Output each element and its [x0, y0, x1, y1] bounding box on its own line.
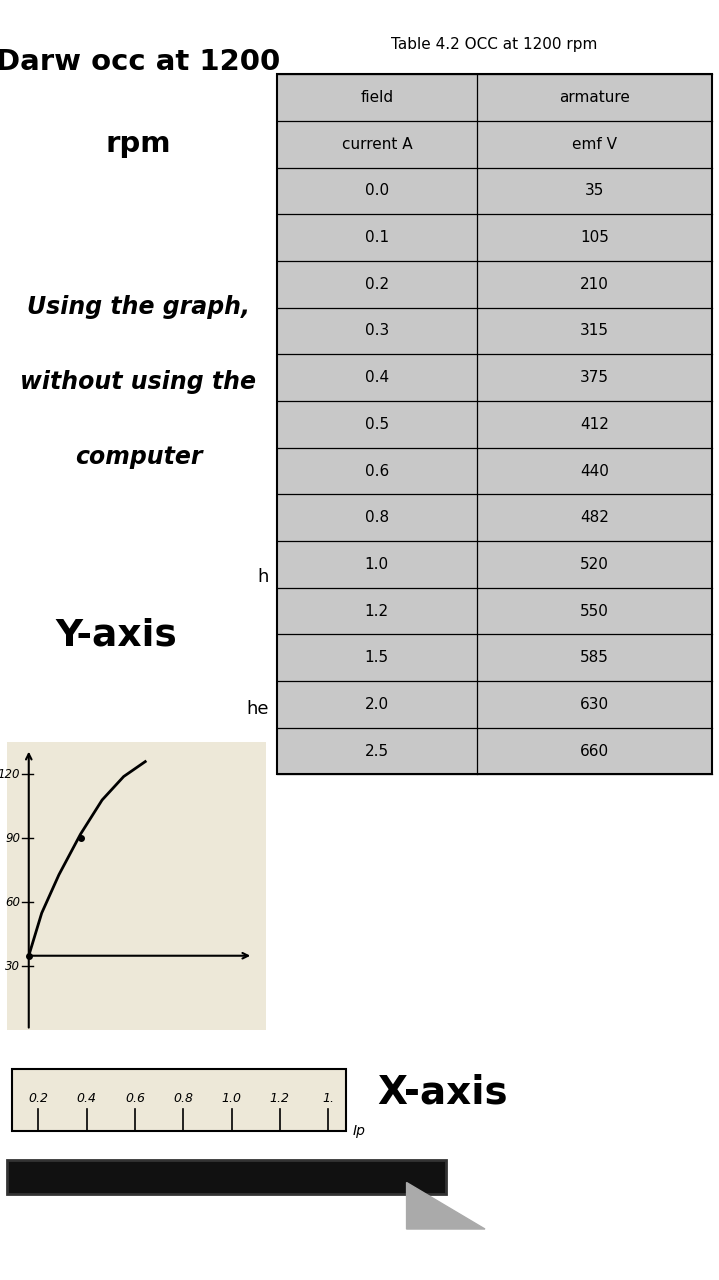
Text: 375: 375 — [580, 370, 609, 385]
Text: 0.2: 0.2 — [28, 1092, 48, 1105]
Text: 30: 30 — [5, 960, 20, 973]
Text: without using the: without using the — [20, 370, 257, 394]
Text: 0.6: 0.6 — [365, 463, 389, 479]
Text: 630: 630 — [580, 696, 609, 712]
Text: 1.5: 1.5 — [365, 650, 389, 666]
Text: 0.8: 0.8 — [173, 1092, 193, 1105]
Text: 660: 660 — [580, 744, 609, 759]
Text: 2.0: 2.0 — [365, 696, 389, 712]
Text: 0.4: 0.4 — [77, 1092, 96, 1105]
Text: he: he — [246, 699, 268, 718]
Text: 0.8: 0.8 — [365, 511, 389, 525]
Text: 0.3: 0.3 — [365, 324, 389, 338]
Text: 482: 482 — [580, 511, 609, 525]
Text: 315: 315 — [580, 324, 609, 338]
Text: 0.0: 0.0 — [365, 183, 389, 198]
Text: 0.1: 0.1 — [365, 230, 389, 246]
Text: 0.2: 0.2 — [365, 276, 389, 292]
Text: Darw occ at 1200: Darw occ at 1200 — [0, 49, 280, 76]
Text: 0.5: 0.5 — [365, 417, 389, 431]
Text: 0.4: 0.4 — [365, 370, 389, 385]
Text: emf V: emf V — [572, 137, 617, 152]
Text: 412: 412 — [580, 417, 609, 431]
Text: 1.0: 1.0 — [221, 1092, 242, 1105]
Text: rpm: rpm — [106, 131, 171, 159]
Text: 1.2: 1.2 — [270, 1092, 290, 1105]
Text: 1.: 1. — [322, 1092, 334, 1105]
Text: Table 4.2 OCC at 1200 rpm: Table 4.2 OCC at 1200 rpm — [391, 37, 597, 51]
Text: 1.2: 1.2 — [365, 604, 389, 618]
Text: 105: 105 — [580, 230, 609, 246]
Text: X-axis: X-axis — [377, 1074, 508, 1112]
Text: 440: 440 — [580, 463, 609, 479]
Text: 35: 35 — [585, 183, 604, 198]
Text: 585: 585 — [580, 650, 609, 666]
Polygon shape — [406, 1183, 485, 1229]
Text: h: h — [257, 568, 268, 586]
Text: 520: 520 — [580, 557, 609, 572]
Text: Ip: Ip — [352, 1124, 365, 1138]
Text: 90: 90 — [5, 832, 20, 845]
Text: Y-axis: Y-axis — [55, 617, 177, 653]
Text: 550: 550 — [580, 604, 609, 618]
Text: Using the graph,: Using the graph, — [27, 296, 250, 319]
Text: 0.6: 0.6 — [125, 1092, 145, 1105]
Text: computer: computer — [75, 445, 202, 468]
Text: 120: 120 — [0, 768, 20, 781]
Text: armature: armature — [559, 90, 630, 105]
Text: 210: 210 — [580, 276, 609, 292]
Bar — [12, 1069, 346, 1132]
Text: field: field — [360, 90, 393, 105]
Text: 1.0: 1.0 — [365, 557, 389, 572]
Text: 2.5: 2.5 — [365, 744, 389, 759]
Text: current A: current A — [342, 137, 412, 152]
Bar — [7, 1160, 446, 1194]
Text: 60: 60 — [5, 896, 20, 909]
